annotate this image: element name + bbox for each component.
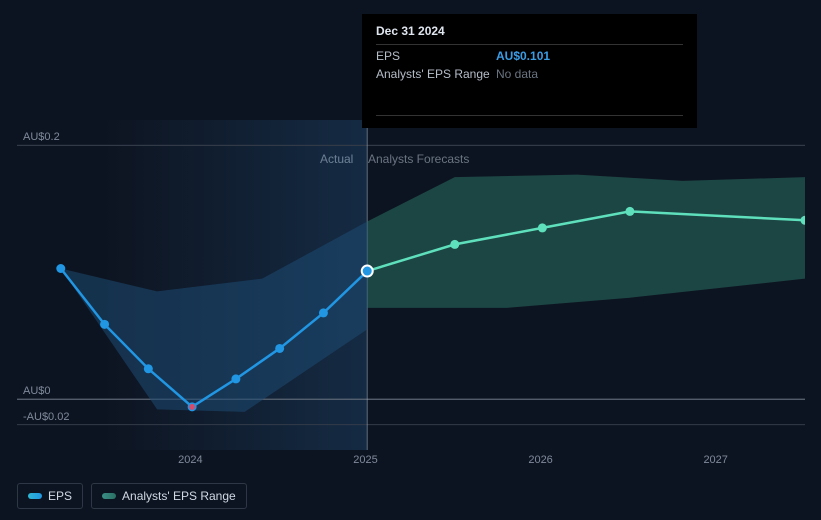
legend-swatch xyxy=(102,493,116,499)
tooltip-row: Analysts' EPS RangeNo data xyxy=(376,65,683,83)
tooltip-value: AU$0.101 xyxy=(496,49,550,63)
eps-chart[interactable] xyxy=(17,120,805,450)
x-axis-label: 2027 xyxy=(703,454,727,466)
y-axis-label: -AU$0.02 xyxy=(23,411,69,423)
y-axis-label: AU$0 xyxy=(23,385,51,397)
legend-swatch xyxy=(28,493,42,499)
legend-label: Analysts' EPS Range xyxy=(122,489,236,503)
chart-svg xyxy=(17,120,805,450)
tooltip-divider xyxy=(376,115,683,116)
legend-item[interactable]: Analysts' EPS Range xyxy=(91,483,247,509)
tooltip-value: No data xyxy=(496,67,538,81)
tooltip-label: Analysts' EPS Range xyxy=(376,67,496,81)
x-axis-label: 2024 xyxy=(178,454,202,466)
tooltip-date: Dec 31 2024 xyxy=(376,24,683,42)
chart-legend: EPS Analysts' EPS Range xyxy=(17,483,247,509)
tooltip-row: EPSAU$0.101 xyxy=(376,47,683,65)
y-axis-label: AU$0.2 xyxy=(23,131,60,143)
legend-item[interactable]: EPS xyxy=(17,483,83,509)
tooltip-divider xyxy=(376,44,683,45)
chart-tooltip: Dec 31 2024 EPSAU$0.101Analysts' EPS Ran… xyxy=(362,14,697,128)
x-axis-label: 2025 xyxy=(353,454,377,466)
tooltip-label: EPS xyxy=(376,49,496,63)
x-axis-label: 2026 xyxy=(528,454,552,466)
legend-label: EPS xyxy=(48,489,72,503)
